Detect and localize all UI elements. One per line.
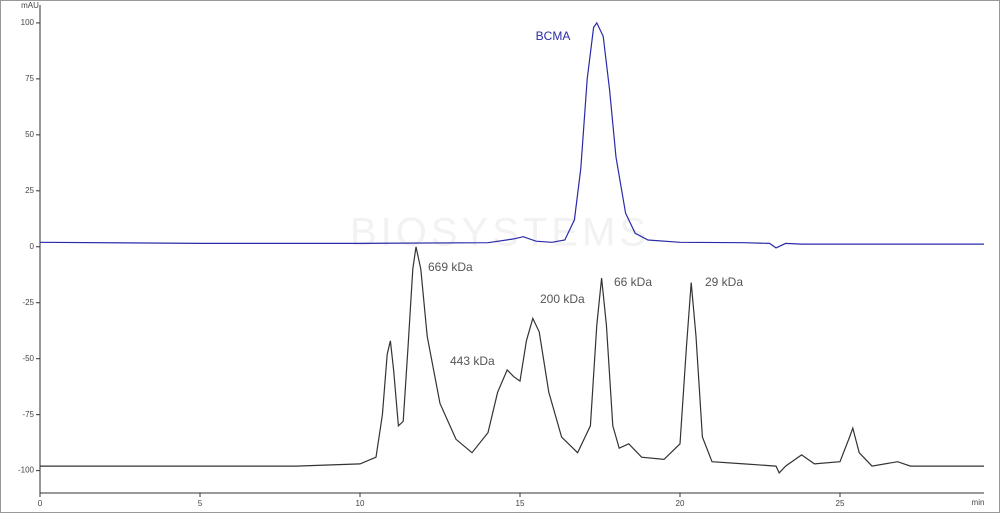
x-tick-label: 25 (836, 499, 845, 508)
x-tick-label: 10 (356, 499, 365, 508)
x-tick-label: 15 (516, 499, 525, 508)
x-axis-label: min (972, 498, 985, 507)
y-tick-label: 0 (30, 242, 35, 251)
peak-annotation: 66 kDa (614, 275, 652, 289)
y-tick-label: -100 (18, 466, 35, 475)
y-tick-label: 75 (25, 74, 34, 83)
peak-annotation: 443 kDa (450, 354, 495, 368)
peak-annotation: 200 kDa (540, 292, 585, 306)
x-tick-label: 0 (38, 499, 43, 508)
peak-annotation: 29 kDa (705, 275, 743, 289)
series-label: BCMA (536, 29, 571, 43)
y-axis-label: mAU (21, 1, 39, 10)
y-tick-label: 25 (25, 186, 34, 195)
y-tick-label: 50 (25, 130, 34, 139)
series-line (40, 246, 984, 474)
watermark: BIOSYSTEMS (350, 211, 650, 255)
y-tick-label: -75 (22, 410, 34, 419)
y-tick-label: -25 (22, 298, 34, 307)
y-tick-label: 100 (21, 18, 35, 27)
y-tick-label: -50 (22, 354, 34, 363)
x-tick-label: 5 (198, 499, 203, 508)
series-line (39, 21, 984, 249)
peak-annotation: 669 kDa (428, 260, 473, 274)
x-tick-label: 20 (676, 499, 685, 508)
